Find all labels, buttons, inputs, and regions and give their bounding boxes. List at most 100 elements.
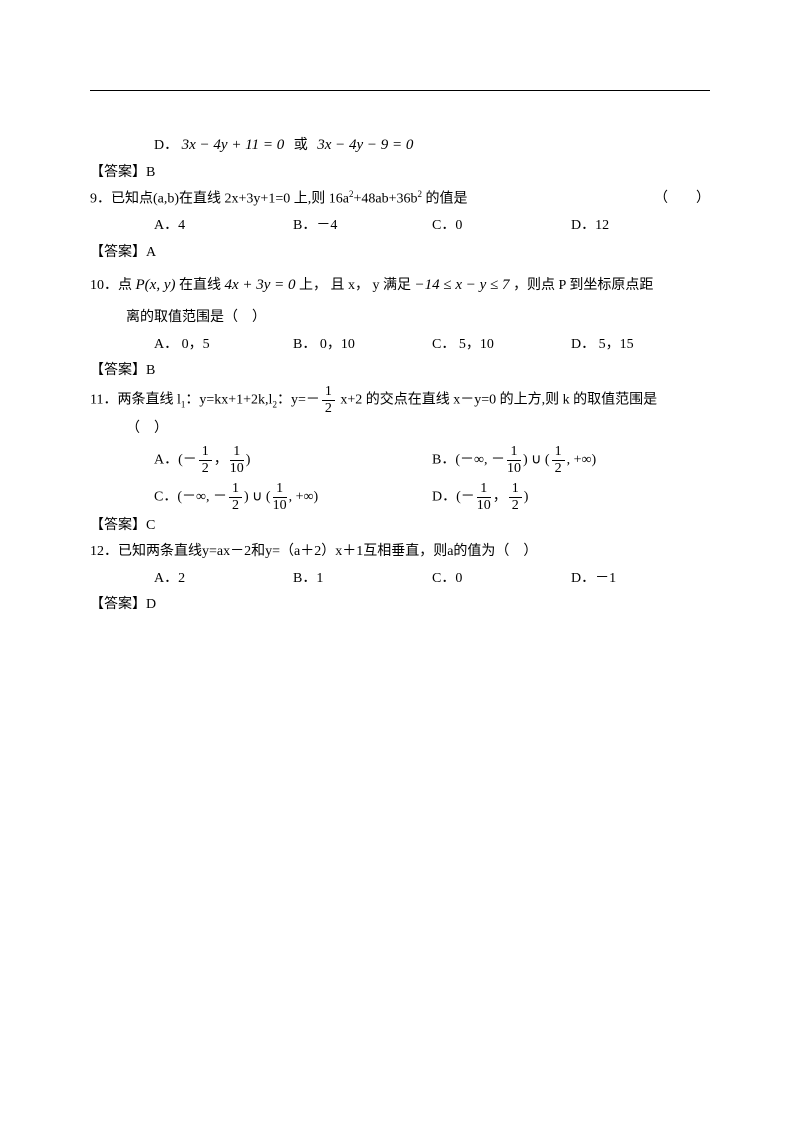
q9-options: A．4 B．－4 C．0 D．12 [90,213,710,240]
numerator: 1 [273,482,287,498]
denominator: 2 [322,401,335,416]
answer-label: 【答案】 [90,518,146,533]
q10-line1: 10．点 P(x, y) 在直线 4x + 3y = 0 上， 且 x， y 满… [90,271,710,300]
opt-b: B．－4 [293,213,432,240]
equation: 3x − 4y − 9 = 0 [317,137,413,153]
opt-text: ) ∪ ( [244,489,271,504]
fraction: 12 [552,445,565,476]
answer-value: B [146,165,155,180]
q-text: +48ab+36b [353,192,417,207]
fraction: 110 [273,482,287,513]
opt-text: B．(－∞, － [432,452,505,467]
ineq: −14 ≤ x − y ≤ 7 [415,277,510,293]
opt-c: C．0 [432,213,571,240]
opt-d: D．(－110，12) [432,482,710,513]
answer-11: 【答案】C [90,513,710,540]
opt-b: B．1 [293,566,432,593]
answer-value: A [146,245,156,260]
numerator: 1 [230,445,244,461]
fraction: 110 [230,445,244,476]
fraction: 12 [322,385,335,416]
opt-c: C．(－∞, －12) ∪ (110, +∞) [154,482,432,513]
opt-a: A．4 [154,213,293,240]
q-text: ：y=kx+1+2k,l [185,393,272,408]
answer-label: 【答案】 [90,245,146,260]
denominator: 10 [230,461,244,476]
numerator: 1 [509,482,522,498]
q-num: 12． [90,544,118,559]
q-num: 9． [90,192,111,207]
opt-text: ) [524,489,529,504]
q-paren: （ ） [126,421,168,436]
opt-text: A．(－ [154,452,197,467]
opt-a: A． 0，5 [154,332,293,359]
fraction: 12 [509,482,522,513]
denominator: 2 [229,498,242,513]
numerator: 1 [477,482,491,498]
answer-value: C [146,518,155,533]
q11-line1: 11．两条直线 l1：y=kx+1+2k,l2：y=－12 x+2 的交点在直线… [90,385,710,416]
answer-label: 【答案】 [90,363,146,378]
answer-label: 【答案】 [90,165,146,180]
opt-d: D．12 [571,213,710,240]
q11-options-row1: A．(－12，110) B．(－∞, －110) ∪ (12, +∞) [90,445,710,476]
denominator: 10 [507,461,521,476]
q11-paren: （ ） [90,416,710,443]
numerator: 1 [199,445,212,461]
opt-text: , +∞) [289,489,319,504]
opt-text: , +∞) [567,452,597,467]
opt-a: A．(－12，110) [154,445,432,476]
q11-options-row2: C．(－∞, －12) ∪ (110, +∞) D．(－110，12) [90,482,710,513]
denominator: 10 [273,498,287,513]
top-rule [90,90,710,91]
q8-option-d: D． 3x − 4y + 11 = 0 或 3x − 4y − 9 = 0 [90,131,710,160]
q-text: ，则点 P 到坐标原点距 [510,278,654,293]
q-text: 已知点(a,b)在直线 2x+3y+1=0 上,则 16a [111,192,349,207]
q-text: 的值是 [422,192,468,207]
or-text: 或 [294,138,308,153]
opt-text: ) ∪ ( [523,452,550,467]
q9: 9．已知点(a,b)在直线 2x+3y+1=0 上,则 16a2+48ab+36… [90,186,710,213]
answer-value: D [146,597,156,612]
fraction: 12 [199,445,212,476]
q-text: 已知两条直线y=ax－2和y=（a＋2）x＋1互相垂直，则a的值为（ ） [118,544,537,559]
opt-d: D． 5，15 [571,332,710,359]
answer-12: 【答案】D [90,592,710,619]
opt-c: C．0 [432,566,571,593]
opt-b: B． 0，10 [293,332,432,359]
opt-label: D． [154,138,178,153]
denominator: 10 [477,498,491,513]
numerator: 1 [552,445,565,461]
fraction: 12 [229,482,242,513]
opt-c: C． 5，10 [432,332,571,359]
denominator: 2 [552,461,565,476]
q10-options: A． 0，5 B． 0，10 C． 5，10 D． 5，15 [90,332,710,359]
numerator: 1 [229,482,242,498]
numerator: 1 [322,385,335,401]
eq: 4x + 3y = 0 [224,277,295,293]
answer-label: 【答案】 [90,597,146,612]
q-num: 10． [90,278,118,293]
denominator: 2 [199,461,212,476]
answer-value: B [146,363,155,378]
opt-text: ， [493,489,507,504]
q10-line2: 离的取值范围是（ ） [90,305,710,332]
opt-d: D．－1 [571,566,710,593]
q-paren: （ ） [654,191,710,206]
q-text: 点 [118,278,136,293]
fraction: 110 [507,445,521,476]
q-text: 在直线 [175,278,224,293]
equation: 3x − 4y + 11 = 0 [182,137,285,153]
q-text: ：y=－ [277,393,320,408]
q-num: 11． [90,393,117,408]
opt-text: D．(－ [432,489,475,504]
opt-text: ， [214,452,228,467]
answer-9: 【答案】A [90,240,710,267]
pxy: P(x, y) [136,277,176,293]
fraction: 110 [477,482,491,513]
opt-text: ) [246,452,251,467]
q-text: 上， 且 x， y 满足 [296,278,415,293]
q-text: 两条直线 l [117,393,180,408]
q12-options: A．2 B．1 C．0 D．－1 [90,566,710,593]
answer-10: 【答案】B [90,358,710,385]
